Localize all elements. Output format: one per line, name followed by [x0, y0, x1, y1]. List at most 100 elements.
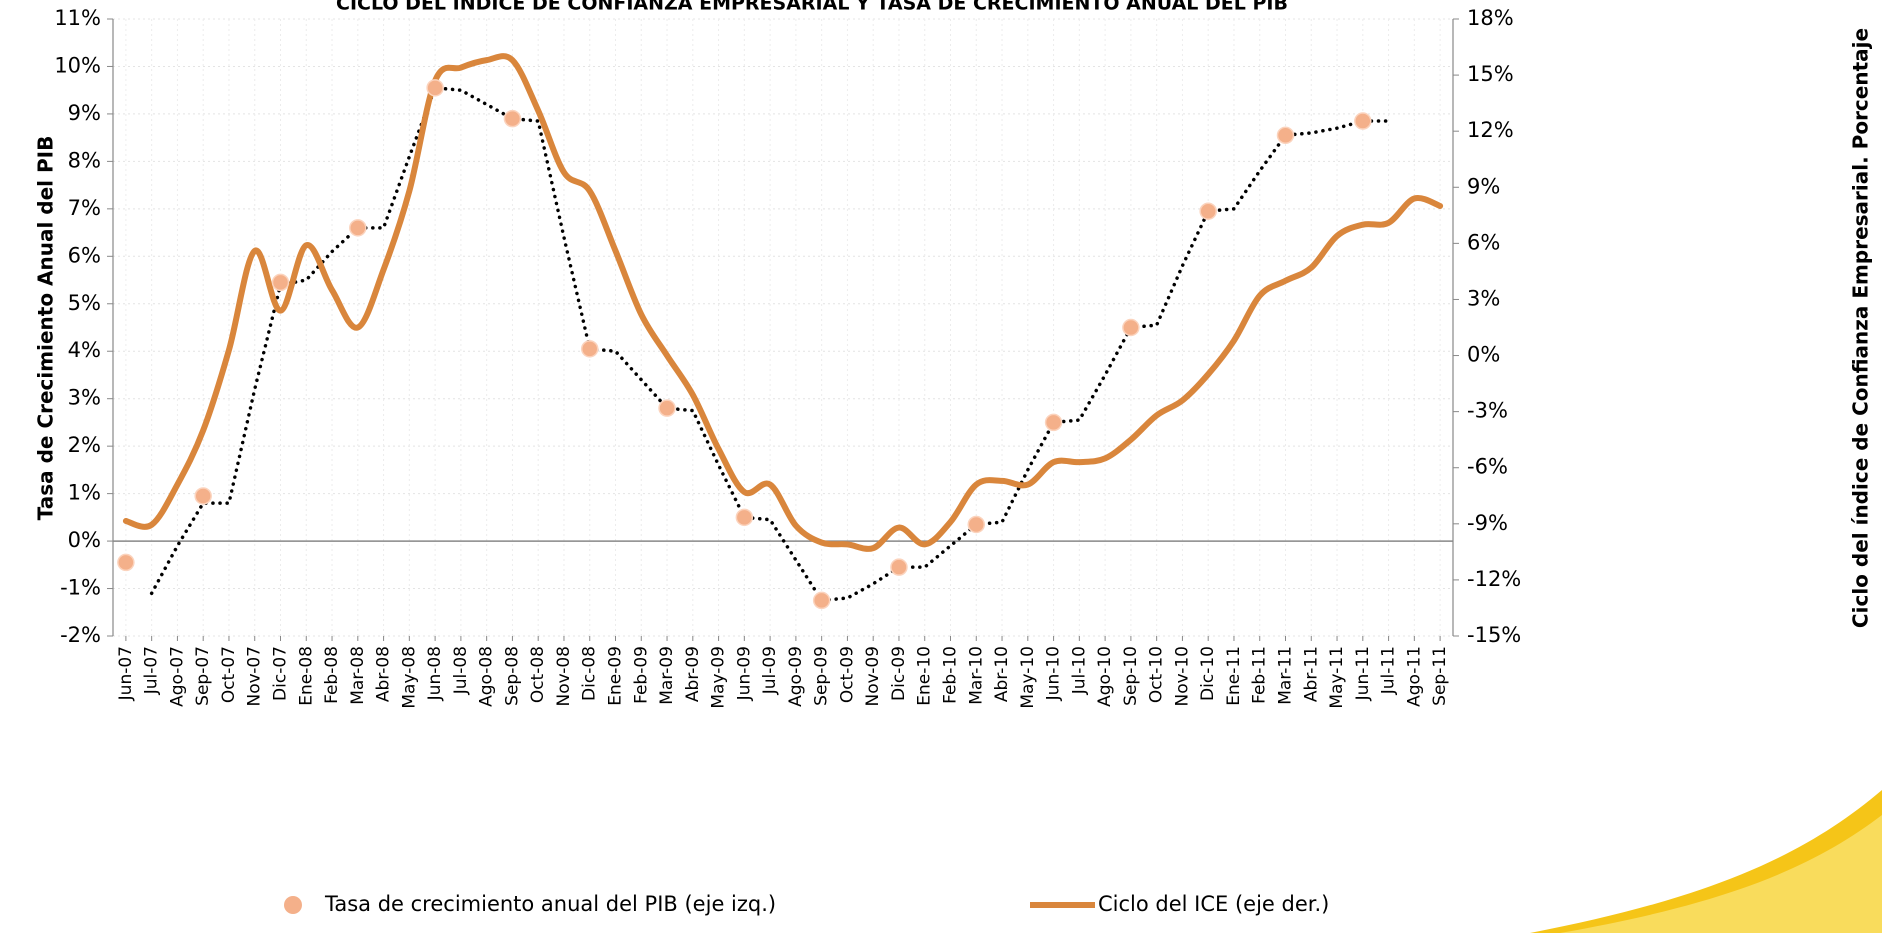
x-tick-label: May-08: [399, 646, 419, 709]
y-tick-label: 11%: [54, 6, 101, 30]
x-tick-label: Ene-10: [915, 646, 935, 706]
y-tick-label: 1%: [68, 481, 101, 505]
x-tick-label: Jun-11: [1353, 646, 1373, 701]
x-tick-label: Ago-11: [1404, 646, 1424, 707]
y-tick-label: -1%: [60, 576, 101, 600]
y-tick-label: 5%: [68, 291, 101, 315]
y-tick-label: 4%: [68, 338, 101, 362]
y2-tick-label: -9%: [1467, 511, 1508, 535]
x-tick-label: May-09: [709, 646, 729, 709]
y2-tick-label: 9%: [1467, 174, 1500, 198]
data-point: [812, 591, 831, 610]
series-line: [122, 53, 1444, 552]
y-axis-title: Tasa de Crecimiento Anual del PIB: [34, 136, 58, 521]
data-point: [1044, 413, 1063, 432]
data-point: [117, 553, 135, 572]
x-tick-label: Ene-11: [1224, 646, 1244, 706]
data-point: [1122, 318, 1140, 337]
x-tick-label: Nov-09: [863, 646, 883, 707]
x-tick-label: Ago-07: [167, 646, 187, 707]
x-tick-label: Nov-10: [1172, 646, 1192, 707]
legend-label: Ciclo del ICE (eje der.): [1098, 892, 1329, 916]
x-tick-label: Ene-08: [296, 646, 316, 706]
data-point: [735, 508, 754, 527]
decorative-swoosh: [1560, 815, 1882, 933]
data-point: [426, 79, 444, 97]
data-point: [349, 219, 367, 237]
x-tick-label: Sep-07: [193, 646, 213, 706]
data-point: [1354, 112, 1372, 130]
x-tick-label: Jun-10: [1044, 646, 1064, 701]
x-tick-label: Oct-07: [219, 646, 239, 703]
x-tick-label: Dic-07: [271, 646, 291, 701]
y-tick-label: 6%: [68, 243, 101, 267]
x-tick-label: Feb-09: [631, 646, 651, 704]
y-tick-label: 7%: [68, 196, 101, 220]
x-tick-label: Abr-08: [374, 646, 394, 702]
y2-tick-label: 0%: [1467, 343, 1500, 367]
legend-marker: [284, 896, 302, 914]
legend-label: Tasa de crecimiento anual del PIB (eje i…: [324, 892, 776, 916]
x-tick-label: Abr-10: [992, 646, 1012, 702]
x-tick-label: Jun-08: [425, 646, 445, 701]
x-tick-label: Feb-08: [322, 646, 342, 704]
x-tick-label: Sep-09: [812, 646, 832, 706]
data-point: [890, 558, 908, 576]
y-tick-label: 2%: [68, 433, 101, 457]
x-tick-label: Nov-08: [554, 646, 574, 707]
x-tick-label: Abr-09: [683, 646, 703, 702]
y2-tick-label: 15%: [1467, 62, 1514, 86]
data-point: [194, 487, 212, 505]
y2-tick-label: 3%: [1467, 286, 1500, 310]
x-tick-label: Jul-11: [1379, 646, 1399, 695]
x-tick-label: Oct-09: [837, 646, 857, 703]
y2-tick-label: -12%: [1467, 567, 1521, 591]
y2-tick-label: -3%: [1467, 399, 1508, 423]
x-tick-label: Jul-07: [142, 646, 162, 695]
x-tick-label: Abr-11: [1301, 646, 1321, 702]
y-tick-label: 8%: [68, 148, 101, 172]
x-tick-label: Oct-10: [1147, 646, 1167, 703]
x-tick-label: Dic-08: [580, 646, 600, 701]
x-tick-label: Jun-07: [116, 646, 136, 701]
x-tick-label: May-10: [1018, 646, 1038, 709]
y-tick-label: 9%: [68, 101, 101, 125]
data-point: [1199, 202, 1217, 220]
x-tick-label: Mar-10: [966, 646, 986, 705]
x-tick-label: Feb-10: [941, 646, 961, 704]
x-tick-label: Ago-08: [477, 646, 497, 707]
x-tick-label: Dic-10: [1198, 646, 1218, 701]
x-tick-label: Nov-07: [245, 646, 265, 707]
y2-axis-title: Ciclo del índice de Confianza Empresaria…: [1849, 28, 1873, 628]
x-tick-label: Jul-08: [451, 646, 471, 695]
data-point: [271, 273, 290, 292]
data-point: [658, 399, 676, 417]
x-tick-label: May-11: [1327, 646, 1347, 709]
x-tick-label: Sep-10: [1121, 646, 1141, 706]
x-tick-label: Sep-08: [502, 646, 522, 706]
x-tick-label: Dic-09: [889, 646, 909, 701]
x-tick-label: Sep-11: [1430, 646, 1450, 706]
x-tick-label: Feb-11: [1250, 646, 1270, 704]
y2-tick-label: 12%: [1467, 118, 1514, 142]
x-tick-label: Mar-09: [657, 646, 677, 705]
data-point: [967, 515, 986, 534]
y2-tick-label: 6%: [1467, 230, 1500, 254]
x-tick-label: Ago-10: [1095, 646, 1115, 707]
data-point: [503, 109, 522, 128]
y2-tick-label: -15%: [1467, 623, 1521, 647]
x-tick-label: Jul-09: [760, 646, 780, 695]
data-point: [580, 340, 599, 358]
data-point: [1276, 126, 1295, 145]
y2-tick-label: -6%: [1467, 455, 1508, 479]
x-tick-label: Mar-08: [348, 646, 368, 705]
x-tick-label: Jul-10: [1069, 646, 1089, 695]
x-tick-label: Ene-09: [606, 646, 626, 706]
y-tick-label: 0%: [68, 528, 101, 552]
x-tick-label: Ago-09: [786, 646, 806, 707]
y-tick-label: -2%: [60, 623, 101, 647]
x-tick-label: Jun-09: [734, 646, 754, 701]
y-tick-label: 3%: [68, 386, 101, 410]
